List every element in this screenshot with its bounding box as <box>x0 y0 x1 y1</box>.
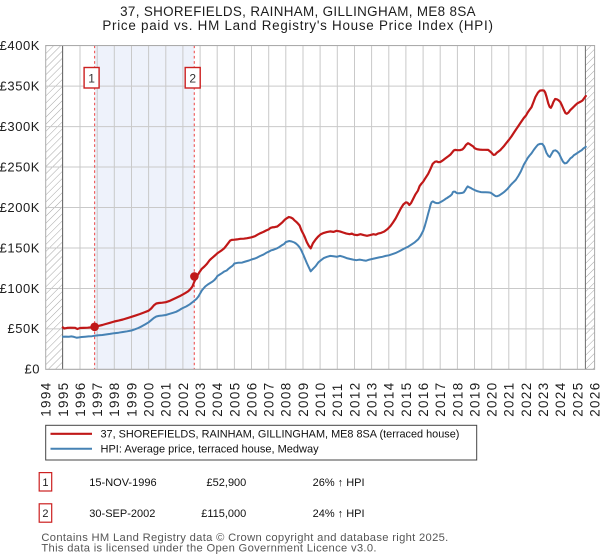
svg-text:£350K: £350K <box>0 78 40 93</box>
svg-text:2019: 2019 <box>467 381 482 416</box>
svg-text:£150K: £150K <box>0 240 40 255</box>
svg-text:2026: 2026 <box>588 381 600 416</box>
svg-text:1994: 1994 <box>39 381 54 416</box>
svg-text:2009: 2009 <box>296 381 311 416</box>
svg-text:2002: 2002 <box>176 381 191 416</box>
svg-text:2021: 2021 <box>502 381 517 416</box>
svg-text:2010: 2010 <box>313 381 328 416</box>
svg-text:37, SHOREFIELDS, RAINHAM, GILL: 37, SHOREFIELDS, RAINHAM, GILLINGHAM, ME… <box>101 429 460 441</box>
svg-text:1: 1 <box>42 477 48 489</box>
svg-text:2004: 2004 <box>210 381 225 416</box>
svg-text:1998: 1998 <box>107 381 122 416</box>
svg-text:2018: 2018 <box>450 381 465 416</box>
svg-text:37, SHOREFIELDS, RAINHAM, GILL: 37, SHOREFIELDS, RAINHAM, GILLINGHAM, ME… <box>120 4 476 19</box>
svg-text:1997: 1997 <box>90 381 105 416</box>
svg-text:1995: 1995 <box>56 381 71 416</box>
svg-text:£0: £0 <box>24 362 40 377</box>
svg-text:£100K: £100K <box>0 281 40 296</box>
svg-text:£250K: £250K <box>0 159 40 174</box>
svg-text:2007: 2007 <box>262 381 277 416</box>
svg-text:26% ↑ HPI: 26% ↑ HPI <box>313 477 365 489</box>
svg-text:2005: 2005 <box>227 381 242 416</box>
svg-text:2: 2 <box>189 72 196 86</box>
svg-text:2006: 2006 <box>244 381 259 416</box>
svg-text:2013: 2013 <box>365 381 380 416</box>
svg-text:£300K: £300K <box>0 119 40 134</box>
svg-text:£50K: £50K <box>7 321 40 336</box>
svg-text:£400K: £400K <box>0 38 40 53</box>
svg-text:Price paid vs. HM Land Registr: Price paid vs. HM Land Registry's House … <box>102 18 493 33</box>
svg-text:This data is licensed under th: This data is licensed under the Open Gov… <box>41 543 376 555</box>
svg-text:2022: 2022 <box>519 381 534 416</box>
svg-text:2024: 2024 <box>553 381 568 416</box>
svg-text:30-SEP-2002: 30-SEP-2002 <box>89 508 155 520</box>
svg-text:2017: 2017 <box>433 381 448 416</box>
svg-text:2008: 2008 <box>279 381 294 416</box>
svg-text:2023: 2023 <box>536 381 551 416</box>
svg-text:2025: 2025 <box>570 381 585 416</box>
svg-text:1999: 1999 <box>124 381 139 416</box>
svg-text:Contains HM Land Registry data: Contains HM Land Registry data © Crown c… <box>41 532 448 544</box>
svg-text:2016: 2016 <box>416 381 431 416</box>
svg-text:£52,900: £52,900 <box>207 477 247 489</box>
svg-text:2000: 2000 <box>142 381 157 416</box>
svg-text:£115,000: £115,000 <box>201 508 246 520</box>
svg-text:HPI: Average price, terraced h: HPI: Average price, terraced house, Medw… <box>101 444 320 456</box>
svg-text:2011: 2011 <box>330 382 345 416</box>
svg-text:2015: 2015 <box>399 381 414 416</box>
svg-text:24% ↑ HPI: 24% ↑ HPI <box>313 508 365 520</box>
svg-text:1996: 1996 <box>73 381 88 416</box>
svg-text:2: 2 <box>42 508 48 520</box>
svg-text:2020: 2020 <box>485 381 500 416</box>
svg-text:15-NOV-1996: 15-NOV-1996 <box>89 477 156 489</box>
svg-text:2003: 2003 <box>193 381 208 416</box>
svg-text:£200K: £200K <box>0 200 40 215</box>
svg-text:1: 1 <box>88 72 95 86</box>
svg-text:2001: 2001 <box>159 381 174 416</box>
svg-text:2012: 2012 <box>347 381 362 416</box>
svg-text:2014: 2014 <box>382 381 397 416</box>
